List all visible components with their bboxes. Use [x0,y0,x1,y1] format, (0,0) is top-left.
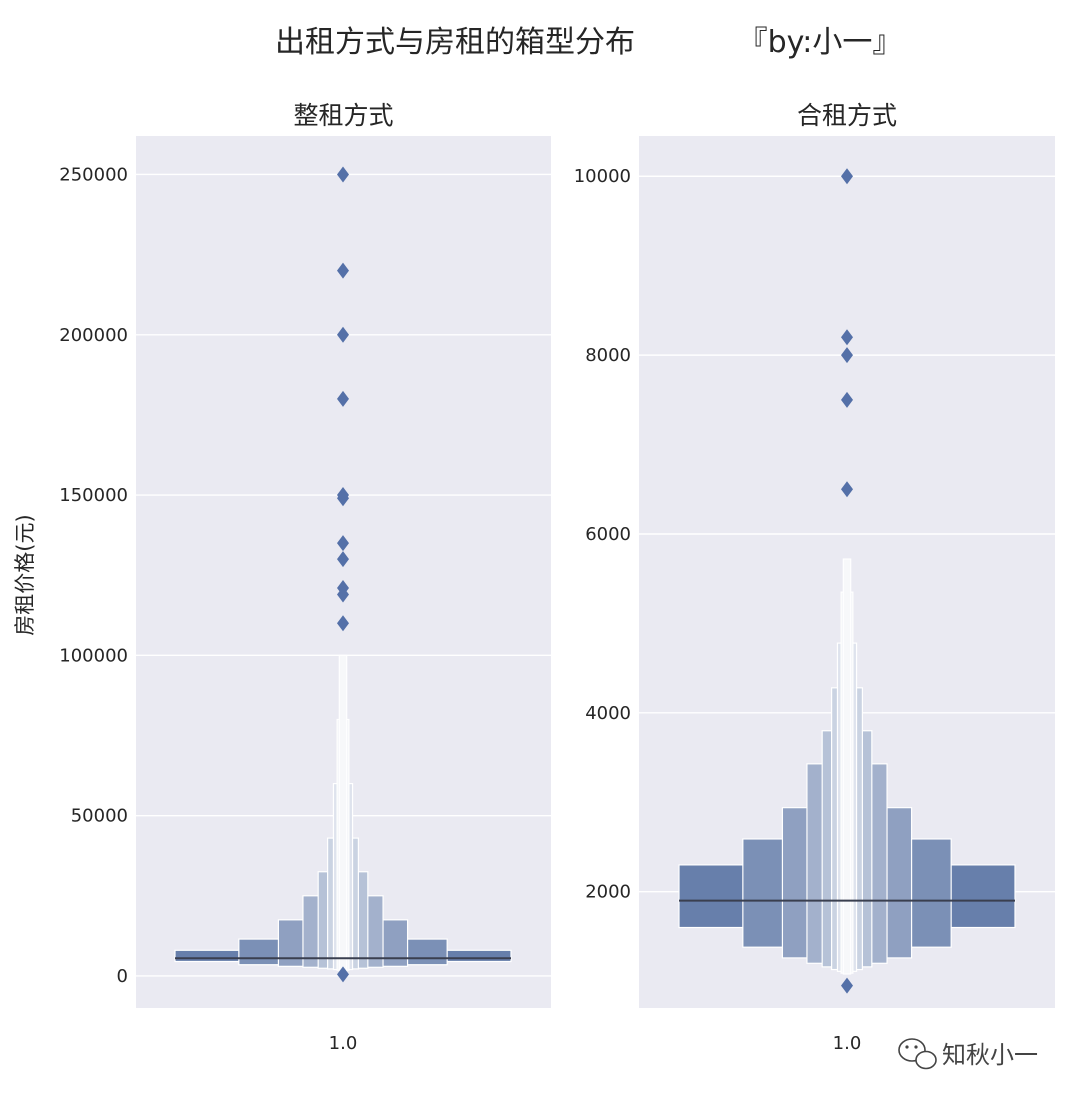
outlier-point [337,262,349,279]
chart-byline: 『by:小一』 [738,25,903,60]
y-tick-label: 250000 [59,164,128,185]
boxen-box [842,558,852,975]
y-tick-label: 200000 [59,325,128,346]
y-tick-label: 50000 [71,806,128,827]
outlier-point [337,586,349,603]
outlier-point [337,551,349,568]
y-tick-label: 0 [117,966,128,987]
panel-title: 整租方式 [293,101,393,130]
y-tick-label: 10000 [574,166,631,187]
outlier-point [841,391,853,408]
outlier-point [841,329,853,346]
watermark: 知秋小一 [898,1038,1038,1070]
outlier-point [841,347,853,364]
outlier-point [337,615,349,632]
outlier-point [841,977,853,994]
outlier-point [337,166,349,183]
outlier-point [841,168,853,185]
y-tick-label: 6000 [585,524,631,545]
y-tick-label: 100000 [59,645,128,666]
outlier-point [337,535,349,552]
x-tick-label: 1.0 [329,1033,358,1054]
boxen-box [338,654,348,972]
y-axis-label: 房租价格(元) [13,514,37,635]
y-tick-label: 2000 [585,882,631,903]
y-tick-label: 150000 [59,485,128,506]
panel-left: 0 50000 100000 150000 200000 250000 整租方式 1.0 [59,101,551,1054]
chart-suptitle: 出租方式与房租的箱型分布 [275,25,635,60]
outlier-point [337,326,349,343]
panel-right: 2000 4000 6000 8000 10000 合租方式 1.0 [574,101,1055,1054]
outlier-point [337,490,349,507]
y-tick-label: 4000 [585,703,631,724]
wechat-icon [898,1038,937,1070]
outlier-point [337,966,349,983]
y-tick-label: 8000 [585,345,631,366]
outlier-point [337,390,349,407]
watermark-text: 知秋小一 [942,1041,1038,1069]
outlier-point [841,481,853,498]
panel-title: 合租方式 [797,101,897,130]
x-tick-label: 1.0 [833,1033,862,1054]
